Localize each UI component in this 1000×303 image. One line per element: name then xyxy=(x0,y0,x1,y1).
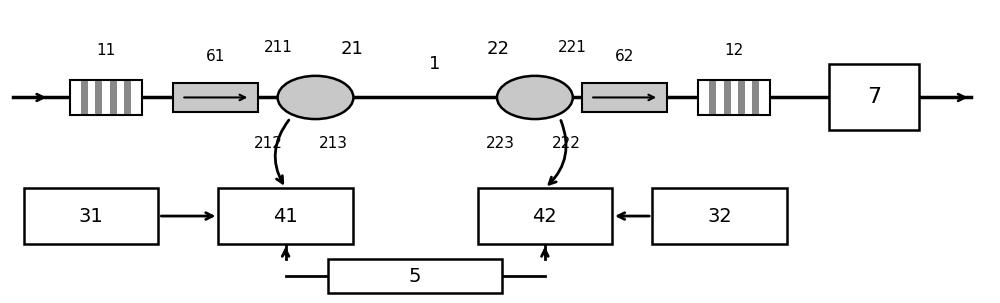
Text: 41: 41 xyxy=(273,207,298,225)
Ellipse shape xyxy=(278,76,353,119)
Bar xyxy=(328,259,502,293)
Text: 42: 42 xyxy=(532,207,557,225)
Bar xyxy=(724,81,731,114)
Text: 61: 61 xyxy=(206,49,225,65)
Text: 32: 32 xyxy=(707,207,732,225)
Bar xyxy=(218,188,353,244)
Text: 62: 62 xyxy=(615,49,634,65)
Bar xyxy=(478,188,612,244)
Text: 223: 223 xyxy=(486,136,514,152)
Bar xyxy=(698,80,770,115)
Bar xyxy=(582,83,667,112)
Bar xyxy=(752,81,759,114)
Bar xyxy=(95,81,102,114)
Text: 22: 22 xyxy=(487,40,510,58)
Bar xyxy=(124,81,131,114)
Text: 1: 1 xyxy=(429,55,441,73)
Bar xyxy=(81,81,88,114)
Text: 12: 12 xyxy=(725,43,744,58)
Bar xyxy=(709,81,716,114)
Bar xyxy=(110,81,117,114)
Bar xyxy=(652,188,787,244)
Text: 31: 31 xyxy=(79,207,104,225)
Text: 11: 11 xyxy=(96,43,116,58)
Bar xyxy=(738,81,745,114)
Bar xyxy=(173,83,258,112)
Bar xyxy=(829,65,919,131)
Ellipse shape xyxy=(497,76,573,119)
Text: 7: 7 xyxy=(867,88,881,108)
Text: 222: 222 xyxy=(552,136,581,152)
Bar xyxy=(70,80,142,115)
Text: 211: 211 xyxy=(264,40,293,55)
Text: 221: 221 xyxy=(558,40,587,55)
Bar xyxy=(24,188,158,244)
Text: 5: 5 xyxy=(409,267,421,286)
Text: 21: 21 xyxy=(340,40,363,58)
Text: 212: 212 xyxy=(254,136,283,152)
Text: 213: 213 xyxy=(319,136,348,152)
